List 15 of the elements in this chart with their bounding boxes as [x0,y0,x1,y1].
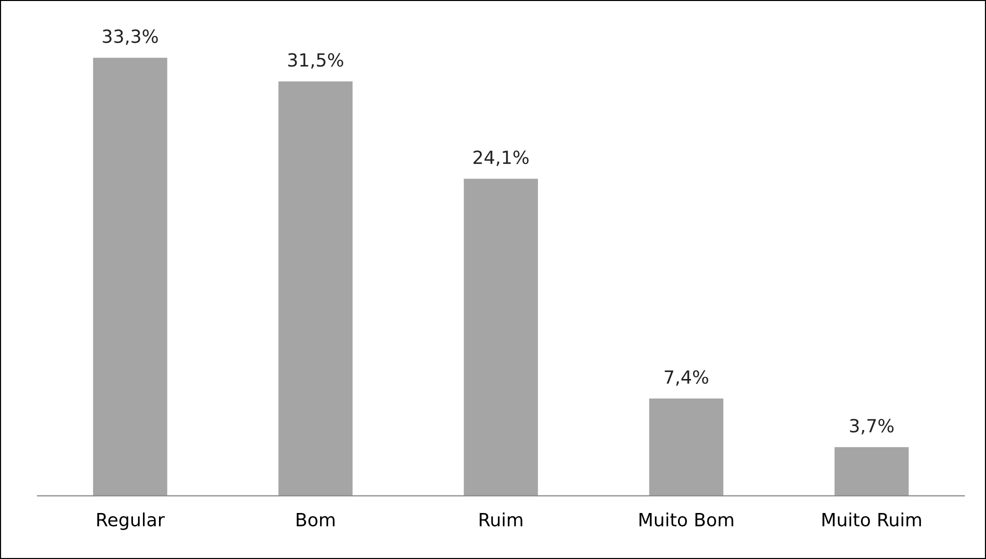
x-tick-label: Muito Ruim [822,512,921,526]
data-label: 33,3% [102,29,158,45]
bar [649,398,724,496]
x-tick-label: Regular [97,512,165,530]
data-label: 7,4% [664,370,708,386]
data-label: 24,1% [474,150,529,166]
bar [93,58,168,496]
bar [464,178,538,496]
x-tick-label: Muito Bom [640,512,734,526]
bar [278,81,353,496]
data-label: 3,7% [850,418,894,434]
x-tick-label: Bom [296,513,334,526]
x-tick-label: Ruim [480,512,522,526]
data-label: 31,5% [288,53,344,69]
bar [834,447,909,496]
